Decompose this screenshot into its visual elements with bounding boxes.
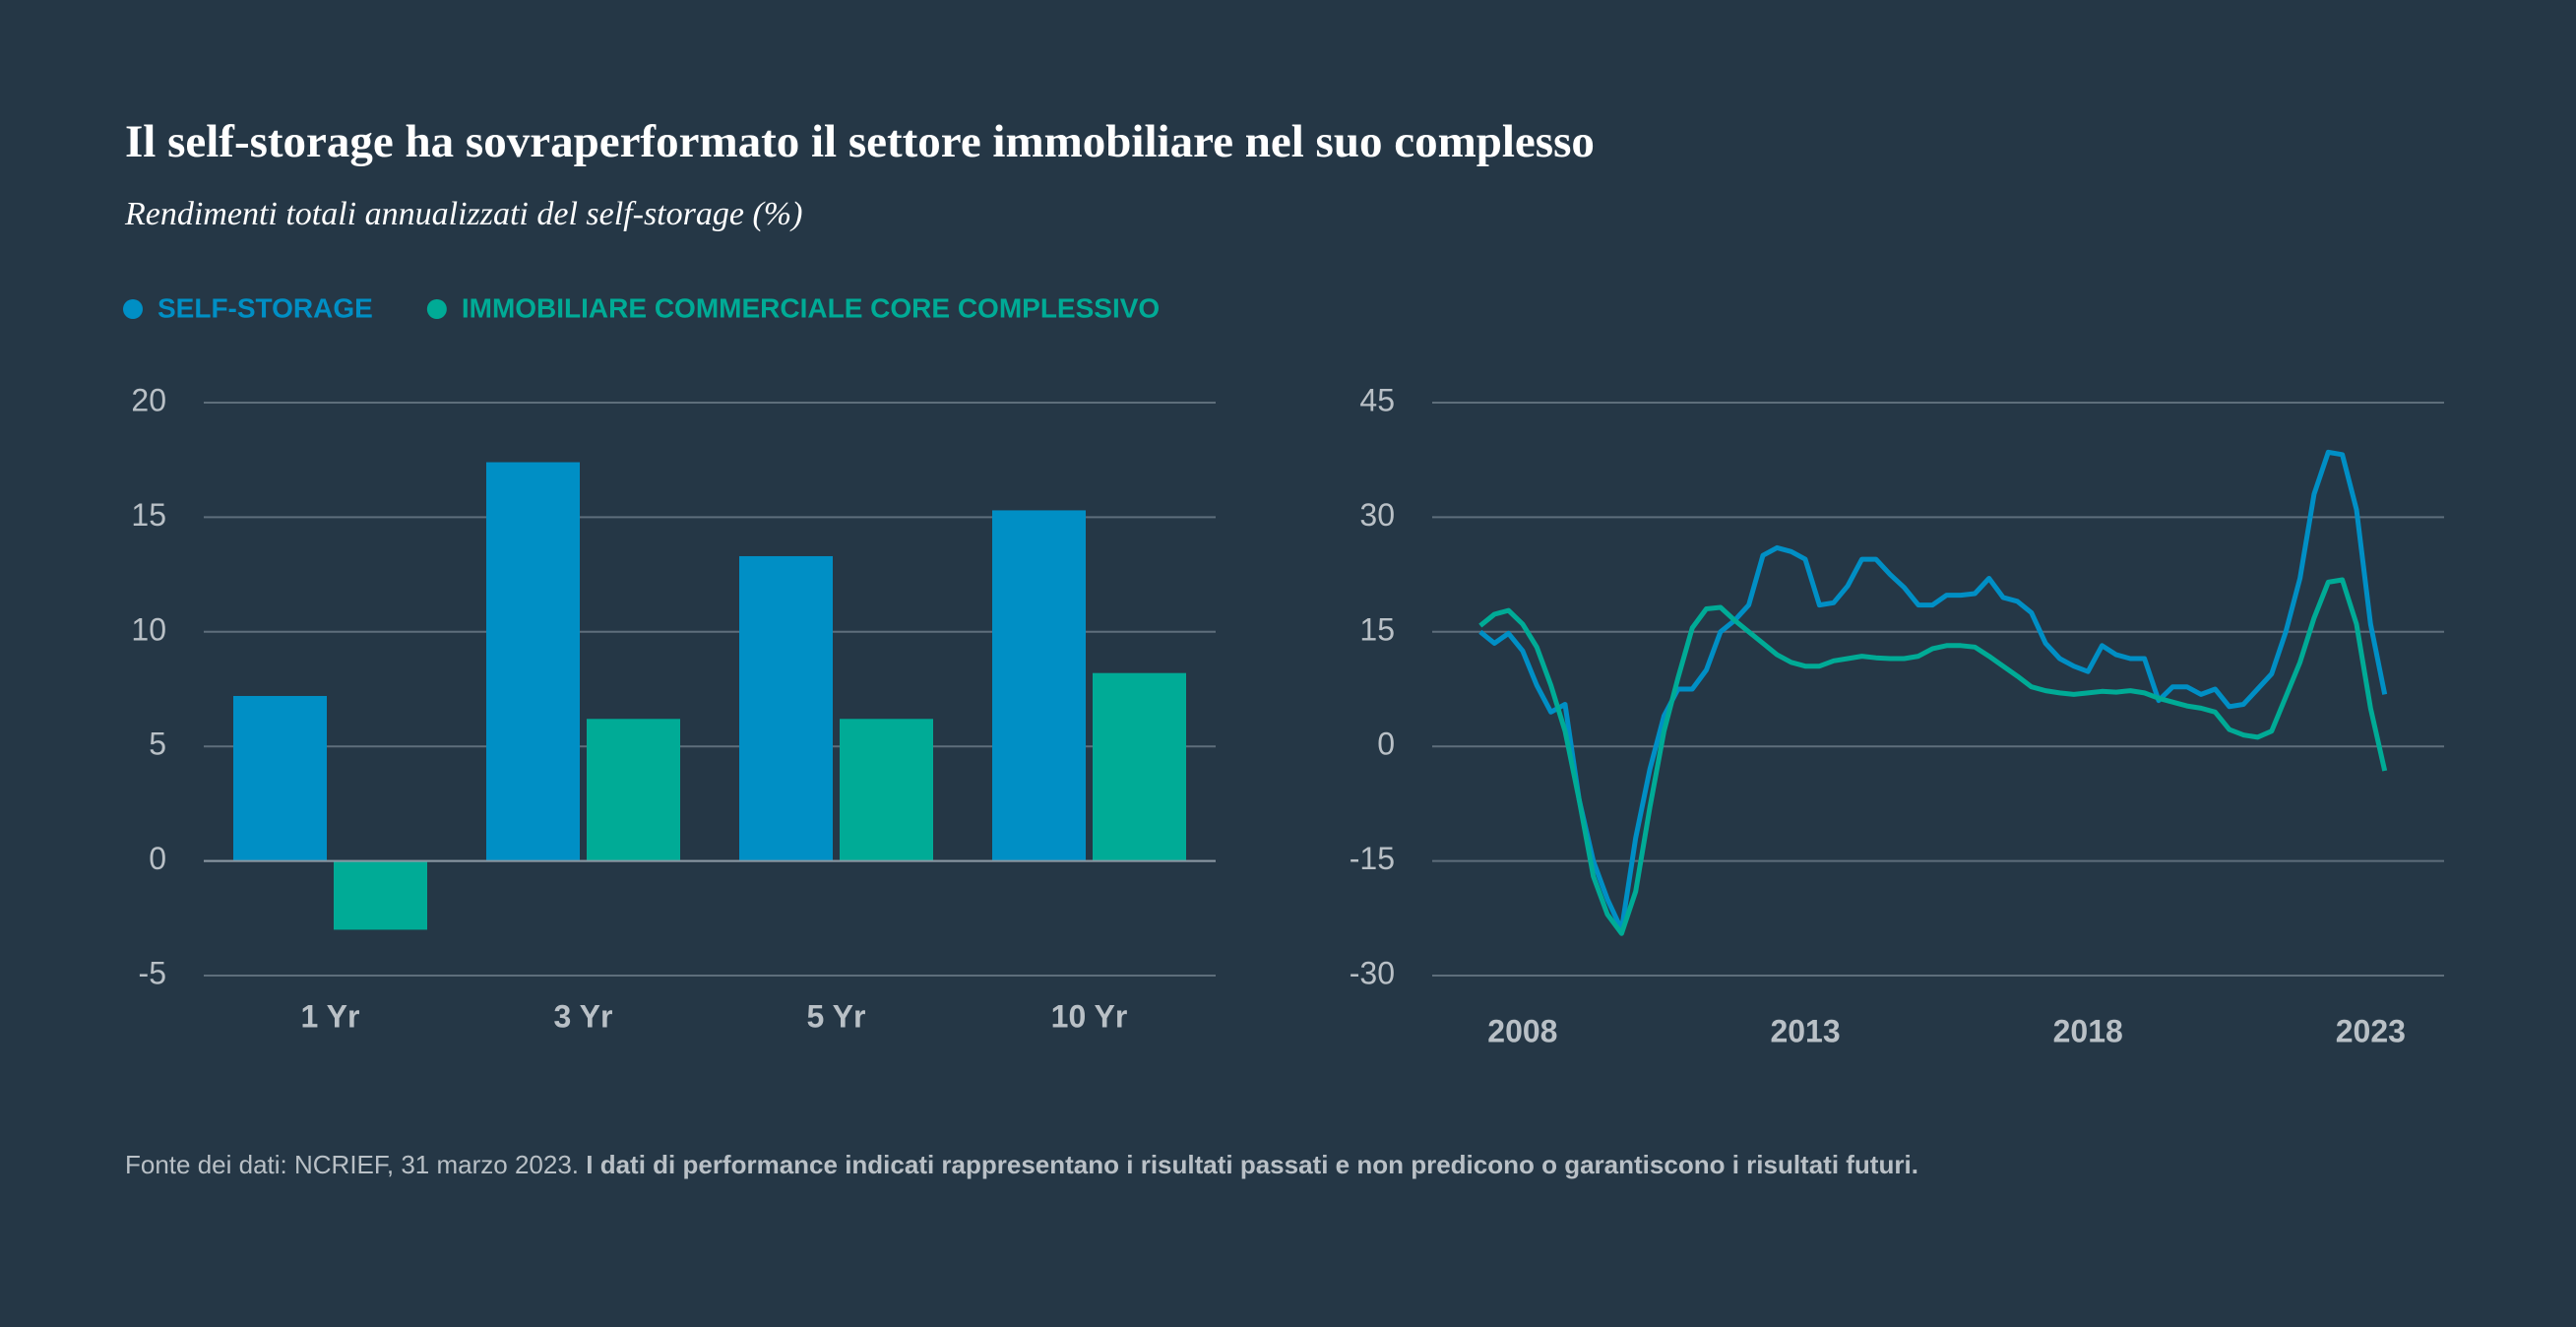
subtitle: Rendimenti totali annualizzati del self-…	[124, 196, 802, 232]
y-tick-label: 10	[131, 611, 166, 647]
legend-label: SELF-STORAGE	[157, 292, 373, 323]
y-tick-label: 45	[1359, 382, 1395, 417]
x-tick-label: 2023	[2336, 1013, 2406, 1048]
y-tick-label: 20	[131, 382, 166, 417]
source: Fonte dei dati: NCRIEF, 31 marzo 2023.	[125, 1150, 579, 1179]
y-tick-label: 15	[1359, 611, 1395, 647]
line	[1478, 449, 2388, 932]
x-tick-label: 2008	[1487, 1013, 1557, 1048]
bar	[840, 719, 933, 861]
y-tick-label: -30	[1350, 955, 1395, 990]
y-tick-label: 0	[1377, 727, 1395, 762]
footnote: Fonte dei dati: NCRIEF, 31 marzo 2023. I…	[125, 1150, 1918, 1179]
bar	[334, 860, 427, 930]
x-tick-label: 1 Yr	[301, 998, 360, 1034]
x-tick-label: 2013	[1770, 1013, 1840, 1048]
legend-label: IMMOBILIARE COMMERCIALE CORE COMPLESSIVO	[462, 292, 1160, 323]
x-tick-label: 2018	[2053, 1013, 2123, 1048]
legend-marker	[123, 299, 143, 319]
y-tick-label: 5	[149, 727, 166, 762]
x-tick-label: 5 Yr	[807, 998, 866, 1034]
note: I dati di performance indicati rappresen…	[586, 1150, 1918, 1179]
y-tick-label: 30	[1359, 497, 1395, 533]
bar	[486, 462, 580, 861]
title: Il self-storage ha sovraperformato il se…	[125, 116, 1595, 167]
y-tick-label: 0	[149, 841, 166, 876]
y-tick-label: 15	[131, 497, 166, 533]
bar	[992, 510, 1086, 861]
bar	[587, 719, 680, 861]
legend-marker	[426, 299, 447, 319]
x-tick-label: 3 Yr	[554, 998, 613, 1034]
bar	[1093, 672, 1186, 861]
line	[1478, 577, 2388, 936]
y-tick-label: -15	[1350, 841, 1395, 876]
y-tick-label: -5	[139, 955, 166, 990]
bar	[233, 695, 327, 861]
bar	[739, 555, 833, 861]
x-tick-label: 10 Yr	[1051, 998, 1128, 1034]
